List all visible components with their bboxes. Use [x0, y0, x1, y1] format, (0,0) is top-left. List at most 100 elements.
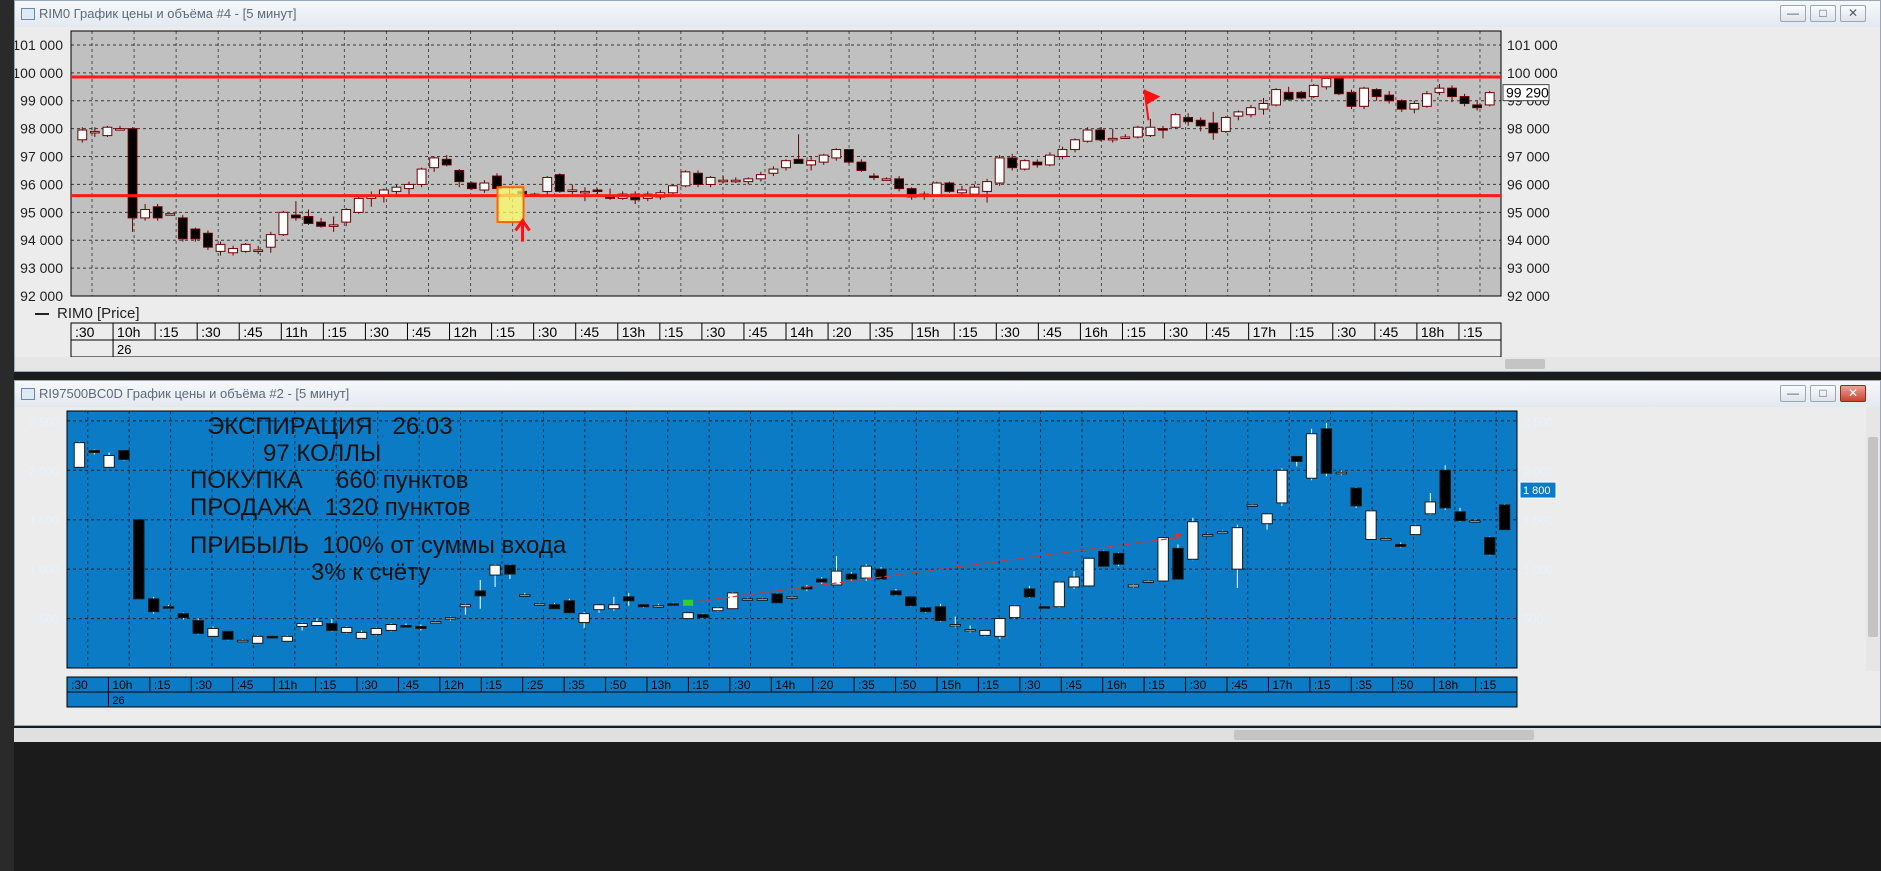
y-tick-label-left: 96 000 — [20, 176, 63, 192]
candle-body — [944, 182, 955, 192]
time-label: :45 — [748, 324, 768, 340]
annotation-line-3: ПОКУПКА 660 пунктов — [190, 467, 469, 494]
y-tick-label-right: 101 000 — [1507, 37, 1558, 53]
time-label: 10h — [112, 678, 132, 692]
candle-body — [580, 190, 590, 194]
candle-body — [1032, 161, 1043, 166]
y-tick-label-left: 92 000 — [20, 288, 63, 304]
candle-body — [1276, 469, 1288, 504]
close-button[interactable]: ✕ — [1840, 5, 1866, 22]
candle-body — [1459, 96, 1470, 105]
candle-body — [994, 157, 1005, 184]
candle-body — [542, 176, 553, 192]
candle-body — [253, 249, 264, 252]
candle-body — [697, 614, 709, 619]
series-legend: RIM0 [Price] — [35, 305, 140, 322]
candle-body — [741, 598, 754, 601]
time-label: 16h — [1107, 678, 1127, 692]
candle-body — [1484, 537, 1496, 555]
candle-body — [869, 175, 879, 179]
candle-body — [1320, 428, 1333, 474]
candle-body — [1384, 94, 1395, 102]
candle-body — [444, 617, 457, 620]
candle-body — [1195, 119, 1206, 127]
scrollbar-thumb[interactable] — [1868, 437, 1878, 637]
time-label: :30 — [1337, 324, 1357, 340]
candle-body — [1082, 129, 1093, 142]
candle-body — [894, 178, 904, 190]
time-label: :15 — [327, 324, 347, 340]
candle-body — [265, 234, 276, 248]
bottom-scrollbar[interactable] — [14, 728, 1881, 742]
candle-body — [1454, 511, 1466, 522]
time-label: 13h — [622, 324, 645, 340]
horizontal-scrollbar[interactable] — [15, 357, 1880, 371]
y-tick-label-right: 95 000 — [1507, 204, 1550, 220]
candle-body — [215, 243, 226, 252]
candle-body — [1409, 103, 1420, 110]
legend-label: RIM0 [Price] — [57, 305, 140, 322]
scrollbar-thumb[interactable] — [1234, 730, 1534, 740]
candle-body — [316, 221, 326, 227]
time-label: :15 — [1295, 324, 1315, 340]
candle-body — [623, 596, 635, 602]
time-label: :50 — [1397, 678, 1414, 692]
candle-body — [1424, 501, 1437, 515]
price-chart-window-option[interactable]: RI97500BC0D График цены и объёма #2 - [5… — [14, 380, 1881, 726]
y-tick-label-left: 93 000 — [20, 260, 63, 276]
y-tick-label-left: 95 000 — [20, 204, 63, 220]
maximize-button[interactable]: □ — [1810, 385, 1836, 402]
time-label: :30 — [1000, 324, 1020, 340]
candle-body — [441, 158, 452, 166]
time-label: :15 — [1463, 324, 1483, 340]
candle-body — [934, 606, 947, 622]
y-tick-label-right: 1 500 — [1523, 514, 1553, 528]
scrollbar-thumb[interactable] — [1505, 359, 1545, 369]
time-label: :45 — [1065, 678, 1082, 692]
close-button[interactable]: ✕ — [1840, 385, 1866, 402]
minimize-button[interactable]: — — [1780, 385, 1806, 402]
window-title: RIM0 График цены и объёма #4 - [5 минут] — [39, 6, 297, 21]
time-label: 12h — [444, 678, 464, 692]
window-titlebar[interactable]: RIM0 График цены и объёма #4 - [5 минут]… — [15, 1, 1880, 27]
price-chart-window-rim0[interactable]: RIM0 График цены и объёма #4 - [5 минут]… — [14, 0, 1881, 372]
candle-body — [554, 174, 565, 192]
candle-body — [416, 168, 427, 185]
candle-body — [177, 613, 190, 619]
time-label: :35 — [858, 678, 875, 692]
candle-body — [429, 157, 440, 169]
candle-body — [1334, 76, 1344, 95]
time-label: :30 — [369, 324, 389, 340]
time-label: :50 — [900, 678, 917, 692]
maximize-button[interactable]: □ — [1810, 5, 1836, 22]
annotation-line-5: ПРИБЫЛЬ 100% от суммы входа — [190, 532, 567, 559]
candle-body — [1007, 157, 1018, 169]
time-label: :15 — [1126, 324, 1146, 340]
candle-body — [1498, 504, 1511, 531]
time-label: 11h — [278, 678, 297, 692]
candle-body — [1120, 136, 1131, 139]
window-titlebar[interactable]: RI97500BC0D График цены и объёма #2 - [5… — [15, 381, 1880, 407]
minimize-button[interactable]: — — [1780, 5, 1806, 22]
y-tick-label-left: 98 000 — [20, 121, 63, 137]
option-candlestick-chart[interactable]: 500 500 1 000 1 000 1 500 1 500 2 000 2 000 2 50… — [15, 407, 1865, 713]
candle-body — [1308, 84, 1319, 98]
candle-body — [152, 206, 163, 219]
candle-body — [192, 620, 204, 634]
candle-body — [1394, 543, 1407, 547]
vertical-scrollbar[interactable] — [1866, 407, 1880, 671]
time-label: :45 — [1231, 678, 1248, 692]
last-price-badge — [1502, 84, 1550, 102]
candle-body — [1296, 91, 1307, 99]
time-label: :20 — [832, 324, 852, 340]
candle-body — [1127, 584, 1140, 588]
rim0-candlestick-chart[interactable]: 92 000 92 000 93 000 93 000 94 000 94 000 95 0… — [15, 27, 1880, 357]
candle-body — [667, 603, 679, 606]
candle-body — [830, 570, 843, 586]
candle-body — [1434, 87, 1445, 93]
annotation-line-2: 97 КОЛЛЫ — [263, 440, 382, 467]
candle-body — [979, 629, 991, 636]
candle-body — [1261, 513, 1273, 525]
window-title: RI97500BC0D График цены и объёма #2 - [5… — [39, 386, 350, 401]
candle-body — [400, 624, 412, 628]
